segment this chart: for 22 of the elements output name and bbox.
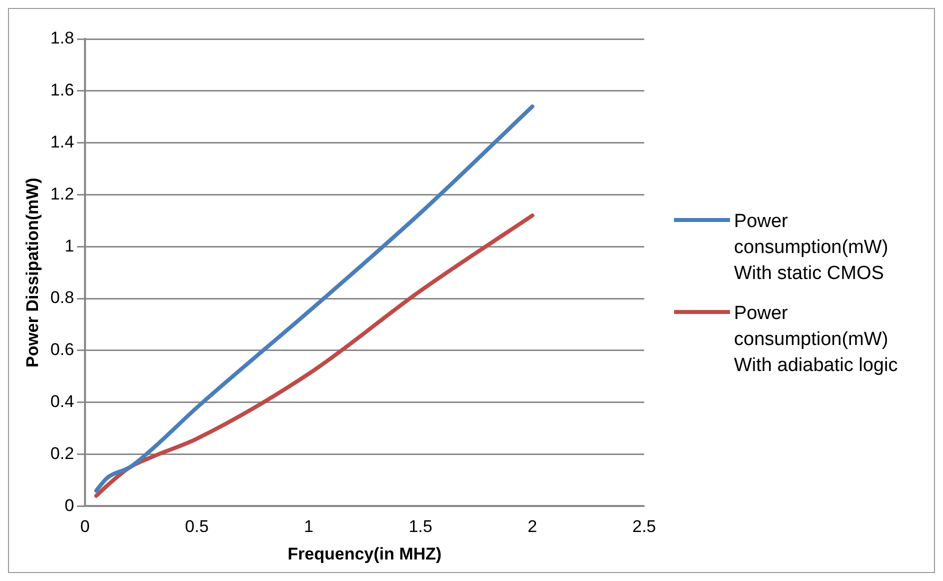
x-tick-label: 0.5: [185, 517, 209, 536]
x-tick-label: 1.5: [408, 517, 432, 536]
y-tick-label: 1.2: [50, 184, 74, 204]
y-axis-title: Power Dissipation(mW): [22, 178, 42, 368]
x-tick-label: 1: [304, 517, 314, 536]
line-series: [94, 214, 534, 498]
y-tick-label: 0.4: [50, 392, 74, 412]
x-axis-title: Frequency(in MHZ): [288, 544, 442, 564]
legend-label: Power consumption(mW) With static CMOS: [734, 210, 890, 286]
y-tick-label: 1.4: [50, 132, 74, 152]
y-tick-label: 1.8: [50, 28, 74, 48]
y-tick-label: 0: [64, 496, 74, 515]
x-tick-label: 0: [80, 517, 90, 536]
y-tick-label: 0.8: [50, 288, 74, 308]
y-tick-label: 0.6: [50, 340, 74, 360]
y-tick-label: 0.2: [50, 444, 74, 463]
legend-label: Power consumption(mW) With adiabatic logic: [734, 302, 899, 378]
y-tick-label: 1: [64, 236, 74, 256]
y-tick-label: 1.6: [50, 80, 74, 100]
x-tick-label: 2.5: [632, 517, 656, 536]
x-tick-label: 2: [528, 517, 538, 536]
line-series: [94, 104, 534, 493]
